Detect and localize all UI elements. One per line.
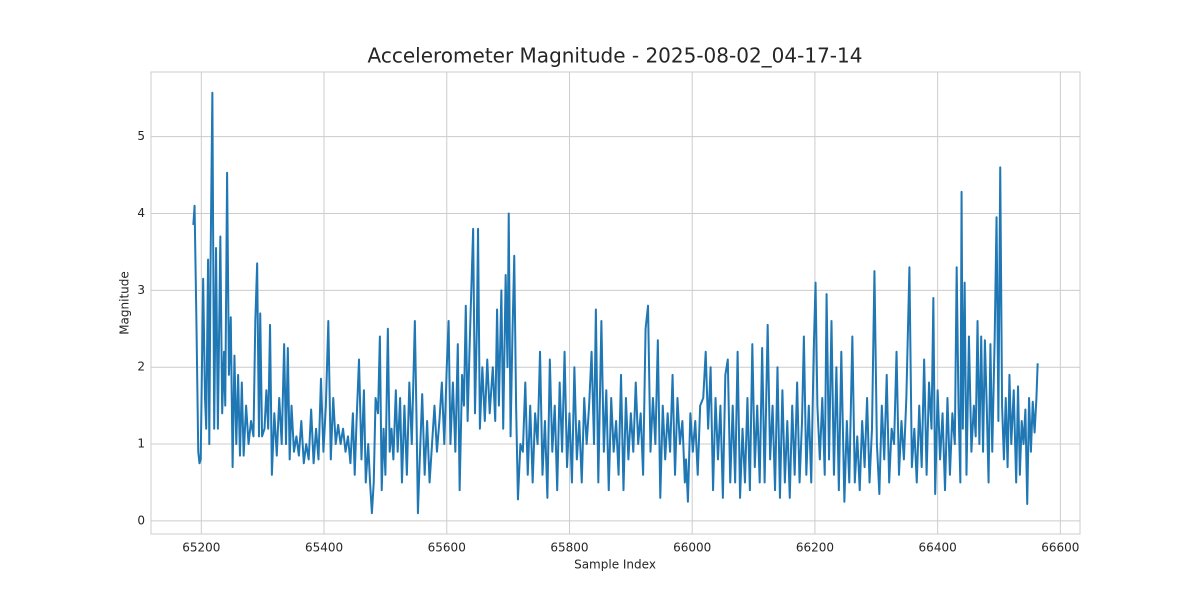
- y-tick-label: 1: [137, 437, 145, 451]
- x-tick-label: 66600: [1041, 541, 1079, 555]
- x-tick-label: 65400: [305, 541, 343, 555]
- y-tick-label: 0: [137, 513, 145, 527]
- plot: [192, 91, 1039, 515]
- chart-title: Accelerometer Magnitude - 2025-08-02_04-…: [368, 44, 863, 68]
- y-tick-label: 2: [137, 360, 145, 374]
- x-axis-label: Sample Index: [574, 558, 656, 572]
- y-axis-label: Magnitude: [118, 271, 132, 335]
- x-tick-label: 65600: [428, 541, 466, 555]
- x-tick-label: 66000: [673, 541, 711, 555]
- plot-frame: [150, 71, 1081, 535]
- y-tick-label: 3: [137, 283, 145, 297]
- y-tick-label: 5: [137, 129, 145, 143]
- x-tick-label: 65800: [550, 541, 588, 555]
- data-line: [192, 91, 1039, 515]
- x-tick-label: 66400: [919, 541, 957, 555]
- x-tick-label: 66200: [796, 541, 834, 555]
- x-tick-label: 65200: [182, 541, 220, 555]
- y-tick-label: 4: [137, 206, 145, 220]
